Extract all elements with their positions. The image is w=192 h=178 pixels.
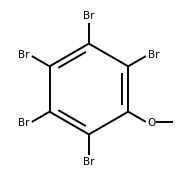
- Text: Br: Br: [83, 157, 95, 167]
- Text: Br: Br: [18, 50, 30, 60]
- Text: Br: Br: [83, 11, 95, 21]
- Text: Br: Br: [18, 118, 30, 128]
- Text: O: O: [148, 118, 156, 128]
- Text: Br: Br: [148, 50, 159, 60]
